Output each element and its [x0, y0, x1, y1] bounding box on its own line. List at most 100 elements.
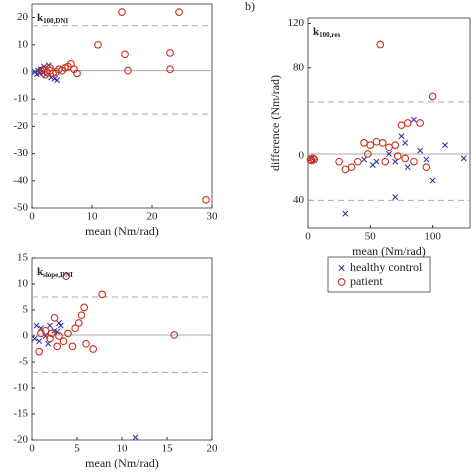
x-tick-label: 100 [424, 231, 441, 243]
circle-marker [341, 165, 350, 174]
cross-marker [57, 322, 64, 329]
cross-marker [132, 434, 139, 441]
x-tick-label: 0 [29, 443, 35, 455]
circle-marker [393, 152, 402, 161]
y-tick-label: 40 [293, 194, 305, 206]
y-tick-label: -10 [13, 382, 28, 394]
circle-marker [347, 163, 356, 172]
cross-marker [342, 210, 349, 217]
y-tick-label: 15 [17, 252, 29, 264]
y-tick-label: -10 [13, 93, 28, 105]
circle-marker [35, 347, 44, 356]
cross-marker [398, 133, 405, 140]
x-tick-label: 10 [117, 443, 129, 455]
legend-cross [338, 265, 345, 271]
cross-marker [56, 320, 62, 326]
circle-marker [410, 157, 418, 166]
circle-marker [55, 332, 63, 340]
y-tick-label: 5 [23, 304, 29, 316]
circle-marker [170, 331, 179, 339]
cross-marker [47, 322, 53, 329]
cross-marker [417, 147, 424, 154]
circle-marker [118, 8, 126, 17]
legend-label: healthy control [350, 260, 423, 274]
circle-marker [64, 329, 72, 338]
circle-marker [416, 119, 425, 127]
circle-marker [397, 121, 406, 130]
cross-marker [402, 139, 409, 146]
x-tick-label: 30 [207, 211, 219, 223]
panel-label-sub: slope,DNI [43, 271, 73, 279]
x-tick-label: 10 [87, 211, 99, 223]
circle-marker [53, 342, 62, 351]
circle-marker [422, 163, 431, 172]
circle-marker [82, 339, 90, 348]
circle-marker [310, 155, 319, 164]
x-tick-label: 5 [74, 443, 80, 455]
circle-marker [366, 141, 375, 149]
plot-frame [31, 3, 213, 209]
circle-marker [385, 143, 393, 152]
cross-marker [404, 164, 411, 171]
circle-marker [89, 345, 98, 353]
circle-marker [376, 40, 385, 49]
circle-marker [166, 65, 174, 74]
y-tick-label: 20 [17, 11, 29, 23]
circle-marker [372, 137, 381, 146]
plot-frame [307, 17, 471, 229]
panel-label-sub: 100,DNI [43, 17, 68, 25]
legend-label: patient [350, 274, 383, 288]
circle-marker [381, 157, 390, 166]
circle-marker [41, 70, 50, 79]
cross-marker [54, 77, 61, 84]
cross-marker [386, 150, 392, 157]
circle-marker [121, 50, 129, 59]
circle-marker [59, 337, 68, 346]
circle-marker [401, 154, 410, 163]
x-axis-label: mean (Nm/rad) [85, 224, 159, 238]
y-tick-label: 80 [293, 61, 305, 73]
cross-marker [361, 156, 368, 163]
circle-marker [360, 139, 368, 147]
circle-marker [77, 311, 86, 320]
x-axis-label: mean (Nm/rad) [85, 456, 159, 470]
circle-marker [378, 139, 387, 147]
x-tick-label: 20 [207, 443, 219, 455]
cross-marker [423, 156, 430, 163]
y-axis-label: difference (Nm/rad) [268, 75, 282, 171]
x-tick-label: 50 [365, 231, 377, 243]
x-axis-label: mean (Nm/rad) [352, 244, 426, 258]
y-tick-label: -20 [13, 434, 28, 446]
cross-marker [392, 158, 399, 165]
x-tick-label: 15 [162, 443, 174, 455]
cross-marker [31, 335, 38, 342]
circle-marker [124, 66, 132, 75]
circle-marker [202, 195, 210, 204]
cross-marker [369, 162, 376, 168]
legend-box [327, 256, 431, 293]
circle-marker [353, 157, 362, 166]
circle-marker [71, 324, 80, 333]
panel-label-main: k [37, 266, 44, 278]
cross-marker [392, 194, 399, 201]
cross-marker [33, 322, 40, 329]
y-tick-label: 120 [288, 17, 305, 29]
legend-circle [337, 278, 346, 286]
cross-marker [429, 177, 436, 184]
y-tick-label: 10 [17, 38, 29, 50]
cross-marker [460, 155, 467, 162]
circle-marker [309, 154, 317, 163]
y-tick-label: -15 [13, 408, 28, 420]
x-tick-label: 0 [29, 211, 35, 223]
circle-marker [98, 290, 107, 299]
circle-marker [37, 66, 45, 75]
circle-marker [46, 64, 54, 72]
y-tick-label: -20 [13, 120, 28, 132]
circle-marker [50, 313, 59, 322]
circle-marker [363, 150, 372, 158]
y-tick-label: 0 [23, 330, 29, 342]
panel-label: k100,DNI [37, 12, 68, 25]
panel-letter: b) [245, 0, 255, 13]
